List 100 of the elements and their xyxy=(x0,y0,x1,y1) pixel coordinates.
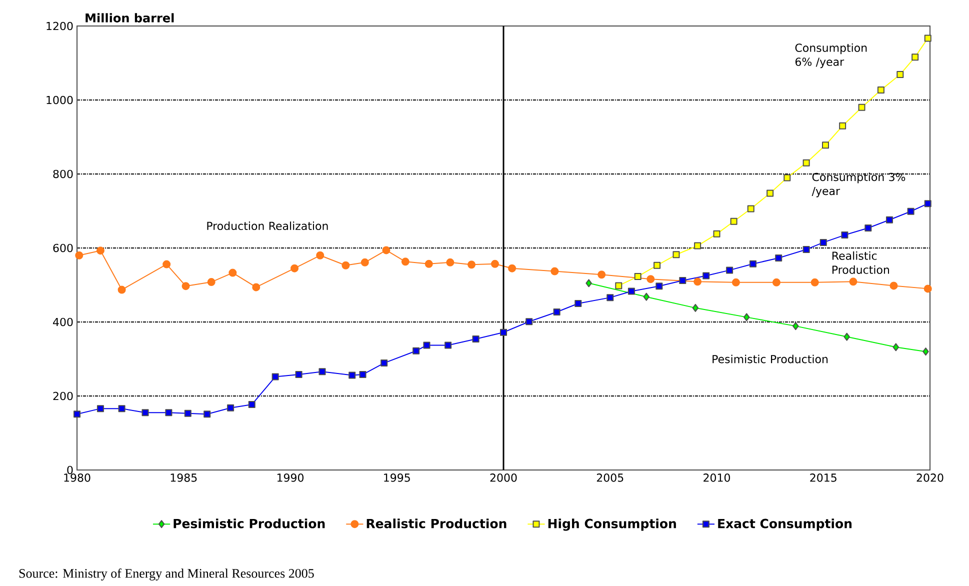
x-tick-label: 2015 xyxy=(810,474,836,482)
annotation: Production Realization xyxy=(207,222,328,230)
x-tick-label: 2010 xyxy=(704,474,730,482)
point xyxy=(784,174,791,182)
annotation: Consumption 6% /year xyxy=(795,43,867,68)
point xyxy=(810,278,819,286)
point xyxy=(412,347,420,354)
legend-label: Realistic Production xyxy=(366,518,506,528)
point xyxy=(775,254,782,262)
y-tick-label: 600 xyxy=(53,244,73,252)
point xyxy=(864,224,872,232)
point xyxy=(598,270,606,279)
point xyxy=(359,371,366,378)
point xyxy=(165,409,172,416)
point xyxy=(750,260,756,268)
point xyxy=(822,142,830,149)
legend-label: Pesimistic Production xyxy=(174,518,325,528)
point xyxy=(772,278,780,286)
point xyxy=(252,283,260,292)
point xyxy=(360,258,369,266)
y-tick-label: 1200 xyxy=(46,22,73,30)
annotation: Realistic Production xyxy=(832,251,889,274)
point xyxy=(424,260,433,268)
point xyxy=(118,286,126,294)
point xyxy=(228,268,237,277)
point xyxy=(380,360,388,367)
point xyxy=(272,373,279,380)
point xyxy=(713,230,720,238)
point xyxy=(643,292,650,301)
point xyxy=(743,313,750,322)
point xyxy=(907,208,914,215)
point xyxy=(472,336,480,343)
point xyxy=(508,264,516,272)
y-tick-label: 1000 xyxy=(46,96,73,104)
point xyxy=(628,288,635,295)
legend-label: High Consumption xyxy=(548,518,676,531)
x-tick-label: 1985 xyxy=(170,474,197,482)
point xyxy=(550,267,559,276)
point xyxy=(654,262,661,269)
point xyxy=(615,282,622,290)
point xyxy=(342,261,350,270)
point xyxy=(75,251,84,260)
point xyxy=(730,218,738,225)
point xyxy=(227,404,234,412)
point xyxy=(553,308,560,316)
point xyxy=(702,272,710,280)
x-tick-label: 1990 xyxy=(277,474,304,482)
y-axis-title: Million barrel xyxy=(86,13,174,22)
x-tick-label: 1995 xyxy=(384,474,410,482)
point xyxy=(606,294,614,302)
point xyxy=(802,159,810,166)
point xyxy=(844,332,850,341)
source-note: Source: Ministry of Energy and Mineral Resources 2005 xyxy=(19,568,314,580)
point xyxy=(526,318,533,326)
point xyxy=(295,371,302,378)
point xyxy=(182,282,190,290)
y-tick-label: 400 xyxy=(53,318,73,326)
x-tick-label: 1980 xyxy=(64,474,90,482)
point xyxy=(446,258,454,266)
point xyxy=(820,238,827,246)
x-tick-label: 2000 xyxy=(490,474,517,482)
point xyxy=(892,343,899,352)
point xyxy=(204,410,211,418)
point xyxy=(118,405,126,412)
point xyxy=(858,104,866,111)
point xyxy=(162,260,171,268)
point xyxy=(468,260,476,269)
point xyxy=(841,232,848,239)
y-tick-label: 0 xyxy=(67,466,73,474)
point xyxy=(74,410,81,418)
point xyxy=(142,409,149,416)
point xyxy=(290,264,299,272)
point xyxy=(184,410,192,417)
x-tick-label: 2005 xyxy=(596,474,624,482)
point xyxy=(694,242,702,250)
point xyxy=(877,86,884,94)
point xyxy=(802,246,810,253)
annotation: Pesimistic Production xyxy=(712,354,828,364)
y-tick-label: 200 xyxy=(53,392,73,400)
y-tick-label: 800 xyxy=(53,170,73,178)
point xyxy=(207,278,216,286)
point xyxy=(766,190,774,197)
point xyxy=(423,342,430,349)
point xyxy=(692,304,699,312)
point xyxy=(924,200,932,208)
point xyxy=(444,342,452,349)
point xyxy=(646,275,655,284)
point xyxy=(382,246,390,254)
point xyxy=(679,277,686,284)
point xyxy=(490,260,499,268)
point xyxy=(694,278,702,286)
point xyxy=(316,251,324,260)
point xyxy=(849,278,858,286)
point xyxy=(924,284,932,293)
point xyxy=(726,266,734,274)
point xyxy=(656,282,663,290)
point xyxy=(318,368,326,376)
point xyxy=(912,54,919,61)
point xyxy=(924,34,932,42)
point xyxy=(890,282,898,290)
